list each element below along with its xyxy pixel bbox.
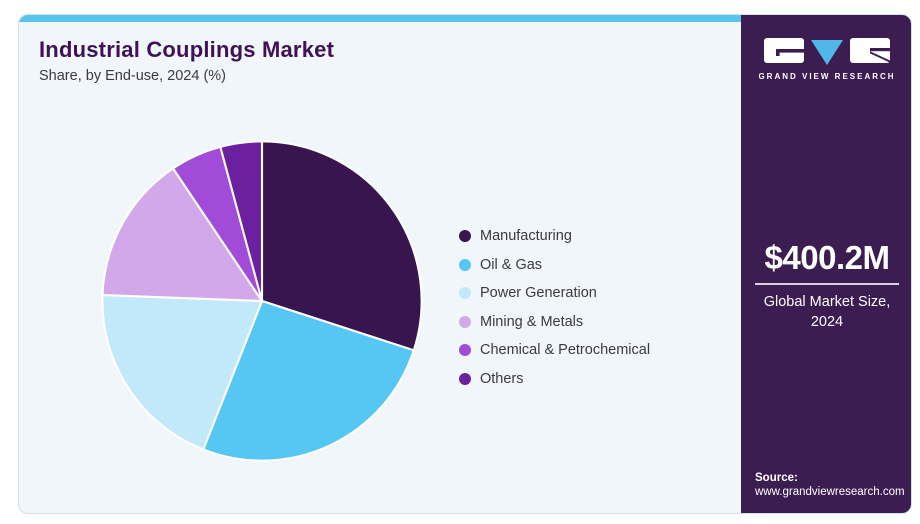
source-label: Source: bbox=[755, 472, 798, 484]
legend-label: Others bbox=[480, 370, 524, 387]
legend-label: Manufacturing bbox=[480, 228, 572, 244]
legend-item: Chemical & Petrochemical bbox=[459, 342, 650, 358]
legend: Manufacturing Oil & Gas Power Generation Mi… bbox=[459, 228, 650, 387]
gvr-logo: GRAND VIEW RESEARCH bbox=[741, 35, 911, 81]
accent-topbar bbox=[19, 15, 741, 22]
pie-slice-manufacturing bbox=[260, 140, 423, 352]
legend-item: Manufacturing bbox=[459, 228, 650, 244]
market-size-caption: Global Market Size, 2024 bbox=[763, 294, 891, 330]
report-card: Industrial Couplings Market Share, by En… bbox=[18, 14, 912, 514]
page-subtitle: Share, by End-use, 2024 (%) bbox=[39, 68, 226, 84]
pie-slice-mining-metals bbox=[101, 167, 264, 303]
legend-swatch-icon bbox=[459, 315, 471, 328]
legend-item: Others bbox=[459, 371, 650, 387]
pie-chart-svg bbox=[101, 140, 423, 462]
source-url[interactable]: www.grandviewresearch.com bbox=[755, 486, 905, 498]
legend-swatch-icon bbox=[459, 258, 471, 271]
market-size-value: $400.2M bbox=[764, 239, 890, 276]
pie-slice-oil-gas bbox=[202, 299, 415, 462]
legend-swatch-icon bbox=[459, 372, 471, 385]
legend-label: Oil & Gas bbox=[480, 256, 543, 273]
side-panel: GRAND VIEW RESEARCH $400.2M Global Marke… bbox=[741, 15, 911, 513]
legend-item: Power Generation bbox=[459, 285, 650, 301]
source-block: Source: www.grandviewresearch.com bbox=[755, 472, 905, 498]
legend-swatch-icon bbox=[459, 287, 471, 299]
legend-item: Oil & Gas bbox=[459, 257, 650, 273]
logo-v-triangle-icon bbox=[811, 40, 843, 65]
pie-slice-power-generation bbox=[101, 293, 264, 451]
divider bbox=[755, 283, 899, 285]
legend-label: Mining & Metals bbox=[480, 313, 584, 330]
legend-label: Power Generation bbox=[480, 285, 597, 301]
gvr-logo-icon bbox=[764, 38, 890, 65]
market-size-block: $400.2M Global Market Size, 2024 bbox=[741, 239, 911, 332]
logo-wordmark: GRAND VIEW RESEARCH bbox=[758, 72, 896, 81]
chart-header: Industrial Couplings Market Share, by En… bbox=[39, 37, 334, 84]
legend-label: Chemical & Petrochemical bbox=[480, 342, 651, 358]
page-title: Industrial Couplings Market bbox=[39, 37, 335, 62]
legend-item: Mining & Metals bbox=[459, 314, 650, 330]
legend-swatch-icon bbox=[459, 344, 471, 356]
legend-swatch-icon bbox=[459, 230, 471, 242]
pie-slice-others bbox=[219, 140, 264, 303]
pie-chart bbox=[96, 135, 428, 467]
